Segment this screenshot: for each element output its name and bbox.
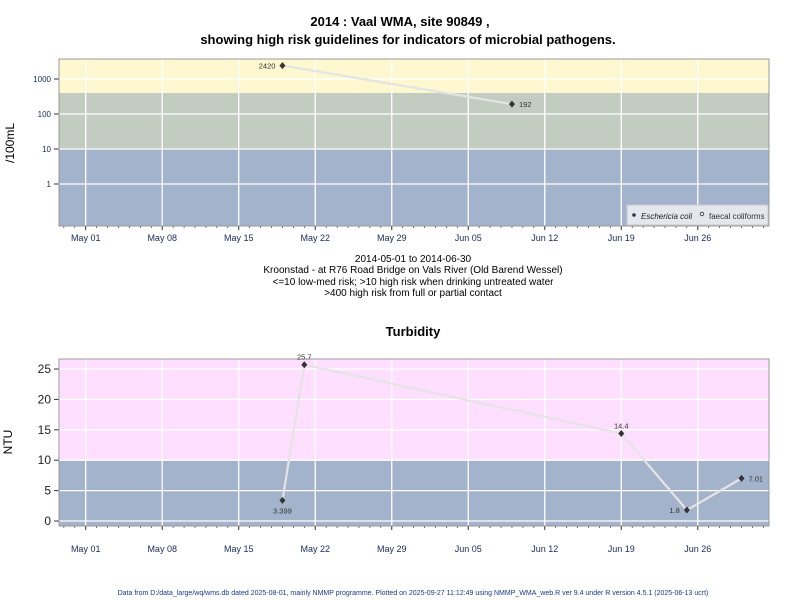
chart1-series-line (282, 64, 513, 106)
chart2-data-point (301, 361, 308, 369)
chart1-title-line2: showing high risk guidelines for indicat… (200, 32, 615, 47)
legend-marker-ecoli (632, 213, 636, 217)
chart1-legend: Eschericia coli faecal coliforms (626, 204, 769, 226)
chart2-ytick-label: 25 (38, 362, 52, 376)
chart2-xtick-label: May 29 (377, 544, 407, 554)
chart1-plot: 1 10 100 1000 May 01 May 08 May 15 May 22 May 29… (33, 58, 770, 243)
chart1-xtick-label: Jun 19 (608, 233, 635, 243)
chart1-xtick-label: Jun 26 (684, 233, 711, 243)
footer-note: Data from D:/data_large/wq/wms.db dated … (118, 590, 709, 597)
chart2-xtick-label: Jun 05 (455, 544, 482, 554)
chart1-data-point (279, 62, 286, 70)
chart2-plot: 0 5 10 15 20 25 May 01 May 08 May 15 May 22 May 29… (38, 353, 770, 554)
chart1-data-point (508, 100, 515, 108)
chart2-data-point (738, 474, 745, 482)
chart2-ytick-label: 20 (38, 392, 52, 406)
chart2-xtick-label: Jun 19 (608, 544, 635, 554)
chart1-xtick-label: May 01 (71, 233, 101, 243)
chart1-data-label: 2420 (259, 62, 276, 71)
chart1-band-1 (59, 92, 769, 149)
legend-label-faecal: faecal coliforms (709, 212, 765, 221)
chart2-data-label: 3.399 (273, 506, 292, 515)
chart1-xtick-label: Jun 12 (531, 233, 558, 243)
chart2-data-label: 25.7 (297, 353, 312, 362)
chart1-frame (58, 58, 770, 227)
legend-marker-faecal (699, 211, 705, 217)
chart1-ytick-label: 100 (38, 110, 52, 119)
chart1-xtick-label: May 15 (224, 233, 254, 243)
chart2-data-label: 1.8 (669, 506, 679, 515)
chart2-band-1 (59, 359, 769, 461)
chart1-title-line1: 2014 : Vaal WMA, site 90849 , (310, 14, 489, 29)
chart1-subtitle-3: >400 high risk from full or partial cont… (324, 288, 502, 299)
chart2-band-0 (59, 460, 769, 526)
chart1-subtitle-1: Kroonstad - at R76 Road Bridge on Vals R… (263, 265, 562, 276)
chart1-xtick-label: Jun 05 (455, 233, 482, 243)
chart2-data-label: 7.01 (749, 474, 764, 483)
chart2-ylabel: NTU (1, 430, 15, 455)
chart1-ytick-label: 1000 (33, 75, 51, 84)
chart2-xtick-label: May 08 (147, 544, 177, 554)
chart1-subtitle-2: <=10 low-med risk; >10 high risk when dr… (273, 277, 555, 288)
chart1-xtick-label: May 22 (300, 233, 330, 243)
chart2-data-point (279, 496, 286, 504)
chart2-data-point (618, 429, 625, 437)
chart2-xtick-label: May 15 (224, 544, 254, 554)
legend-label-ecoli: Eschericia coli (641, 212, 692, 221)
chart2-xtick-label: May 22 (300, 544, 330, 554)
chart1-data-label: 192 (519, 100, 532, 109)
chart2-xtick-label: Jun 12 (531, 544, 558, 554)
chart2-xtick-label: May 01 (71, 544, 101, 554)
chart1-xtick-label: May 29 (377, 233, 407, 243)
chart2-title: Turbidity (386, 324, 441, 339)
chart2-data-label: 14.4 (614, 421, 629, 430)
chart2-frame (58, 358, 770, 527)
chart1-subtitle-0: 2014-05-01 to 2014-06-30 (355, 254, 472, 265)
chart2-ytick-label: 5 (44, 484, 51, 498)
chart2-ytick-label: 10 (38, 453, 52, 467)
chart1-xtick-label: May 08 (147, 233, 177, 243)
chart1-ytick-label: 10 (42, 145, 51, 154)
chart2-ytick-label: 15 (38, 423, 52, 437)
chart1-ytick-label: 1 (47, 180, 52, 189)
chart2-data-point (683, 506, 690, 514)
chart1-ylabel: /100mL (3, 123, 17, 163)
chart2-ytick-label: 0 (44, 514, 51, 528)
chart2-xtick-label: Jun 26 (684, 544, 711, 554)
